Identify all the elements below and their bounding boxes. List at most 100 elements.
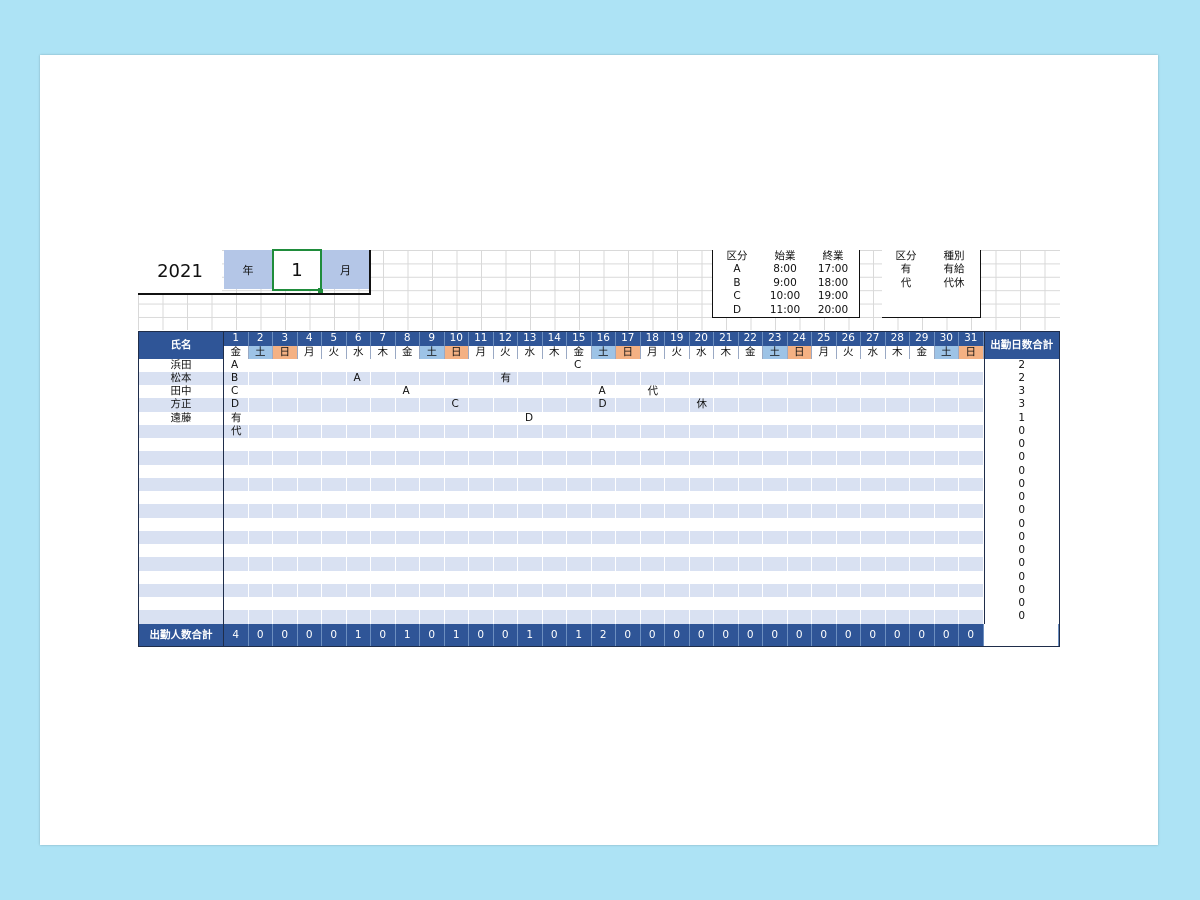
shift-cell[interactable] [273, 438, 298, 452]
shift-cell[interactable] [494, 464, 518, 478]
shift-cell[interactable] [298, 358, 322, 372]
shift-cell[interactable] [885, 557, 910, 571]
shift-cell[interactable]: A [346, 371, 371, 385]
shift-cell[interactable] [445, 385, 469, 399]
shift-cell[interactable] [493, 451, 518, 465]
shift-cell[interactable] [738, 583, 763, 597]
shift-cell[interactable] [934, 424, 959, 438]
shift-cell[interactable] [959, 544, 984, 558]
shift-cell[interactable] [788, 491, 812, 505]
shift-cell[interactable] [812, 597, 837, 611]
shift-cell[interactable] [469, 583, 494, 597]
shift-cell[interactable] [959, 451, 984, 465]
shift-cell[interactable] [690, 438, 714, 452]
shift-cell[interactable] [298, 597, 322, 611]
shift-cell[interactable]: 代 [641, 385, 665, 399]
shift-cell[interactable]: 有 [224, 411, 249, 425]
shift-cell[interactable] [714, 451, 739, 465]
shift-cell[interactable] [934, 530, 959, 544]
shift-cell[interactable] [640, 530, 665, 544]
shift-cell[interactable] [787, 610, 812, 624]
shift-cell[interactable] [910, 544, 935, 558]
shift-cell[interactable] [518, 424, 543, 438]
shift-cell[interactable] [248, 557, 273, 571]
shift-cell[interactable] [543, 544, 567, 558]
shift-cell[interactable] [346, 424, 371, 438]
shift-cell[interactable] [714, 610, 739, 624]
shift-cell[interactable] [640, 610, 665, 624]
shift-cell[interactable] [665, 517, 690, 531]
shift-cell[interactable] [959, 424, 984, 438]
shift-cell[interactable] [640, 424, 665, 438]
shift-cell[interactable] [690, 464, 714, 478]
shift-cell[interactable] [248, 424, 273, 438]
shift-cell[interactable] [616, 530, 641, 544]
shift-cell[interactable] [567, 530, 592, 544]
shift-cell[interactable] [959, 464, 984, 478]
shift-cell[interactable] [518, 398, 543, 412]
shift-cell[interactable] [836, 477, 861, 491]
shift-cell[interactable] [567, 491, 592, 505]
shift-cell[interactable] [812, 557, 837, 571]
shift-cell[interactable] [959, 570, 984, 584]
shift-cell[interactable] [689, 530, 714, 544]
shift-cell[interactable] [273, 570, 298, 584]
employee-name[interactable] [139, 583, 224, 597]
shift-cell[interactable] [935, 570, 959, 584]
shift-cell[interactable] [396, 570, 420, 584]
shift-cell[interactable] [935, 464, 959, 478]
shift-cell[interactable] [518, 517, 543, 531]
shift-cell[interactable] [322, 477, 347, 491]
shift-cell[interactable] [861, 438, 886, 452]
shift-cell[interactable] [836, 504, 861, 518]
shift-cell[interactable] [935, 491, 959, 505]
shift-cell[interactable] [543, 358, 567, 372]
shift-cell[interactable] [640, 451, 665, 465]
shift-cell[interactable] [934, 557, 959, 571]
shift-cell[interactable] [812, 358, 837, 372]
shift-cell[interactable] [837, 570, 861, 584]
shift-cell[interactable] [347, 411, 371, 425]
shift-cell[interactable] [493, 610, 518, 624]
shift-cell[interactable] [837, 544, 861, 558]
shift-cell[interactable] [812, 570, 837, 584]
shift-cell[interactable] [788, 438, 812, 452]
shift-cell[interactable] [788, 597, 812, 611]
shift-cell[interactable] [396, 597, 420, 611]
shift-cell[interactable] [861, 610, 886, 624]
shift-cell[interactable] [812, 438, 837, 452]
shift-cell[interactable] [542, 371, 567, 385]
shift-cell[interactable] [787, 371, 812, 385]
shift-cell[interactable] [298, 544, 322, 558]
shift-cell[interactable] [665, 610, 690, 624]
shift-cell[interactable] [910, 517, 935, 531]
shift-cell[interactable] [224, 610, 249, 624]
shift-cell[interactable] [567, 371, 592, 385]
shift-cell[interactable] [959, 358, 984, 372]
shift-cell[interactable] [469, 477, 494, 491]
shift-cell[interactable] [616, 411, 641, 425]
shift-cell[interactable] [690, 517, 714, 531]
shift-cell[interactable] [812, 610, 837, 624]
shift-cell[interactable] [592, 438, 616, 452]
shift-cell[interactable] [224, 517, 249, 531]
shift-cell[interactable] [910, 477, 935, 491]
shift-cell[interactable] [861, 530, 886, 544]
shift-cell[interactable] [322, 398, 347, 412]
shift-cell[interactable] [616, 491, 641, 505]
shift-cell[interactable] [542, 424, 567, 438]
shift-cell[interactable] [641, 544, 665, 558]
shift-cell[interactable] [249, 544, 273, 558]
employee-name[interactable] [139, 557, 224, 571]
shift-cell[interactable] [690, 358, 714, 372]
shift-cell[interactable] [469, 491, 494, 505]
shift-cell[interactable] [738, 398, 763, 412]
employee-name[interactable]: 田中 [139, 385, 224, 399]
shift-cell[interactable] [567, 411, 592, 425]
shift-cell[interactable] [910, 504, 935, 518]
employee-name[interactable] [139, 570, 224, 584]
shift-cell[interactable] [249, 517, 273, 531]
shift-cell[interactable] [248, 583, 273, 597]
shift-cell[interactable] [224, 583, 249, 597]
shift-cell[interactable] [886, 358, 910, 372]
